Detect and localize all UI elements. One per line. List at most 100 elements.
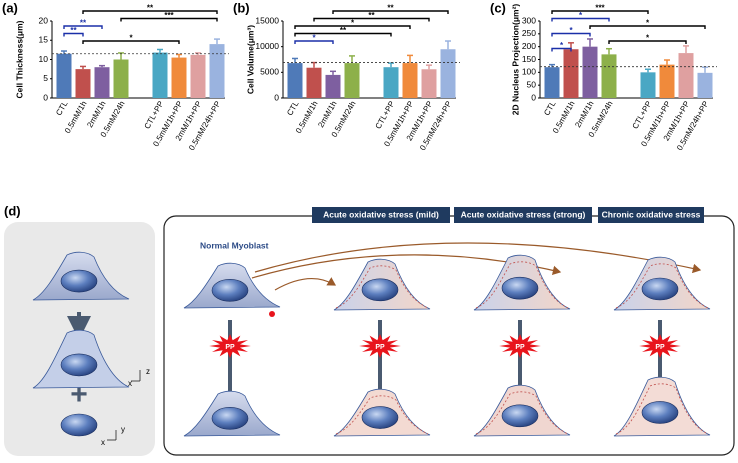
y-axis-title: 2D Nucleus Projection(μm²)	[510, 4, 520, 116]
significance-label: *	[560, 41, 564, 50]
bar	[94, 67, 110, 98]
header-box	[454, 207, 592, 223]
bar	[383, 67, 399, 98]
bar	[325, 74, 341, 98]
bar	[190, 54, 206, 98]
y-tick-label: 50	[527, 79, 537, 89]
significance-bracket	[551, 47, 572, 52]
significance-bracket	[294, 40, 334, 44]
axis-label: x	[101, 438, 105, 447]
nucleus	[60, 269, 98, 293]
bar	[678, 53, 694, 98]
cell-outline	[475, 391, 569, 435]
y-axis-title: Cell Thickness(μm)	[14, 20, 24, 98]
nucleus	[361, 406, 399, 429]
axis-icon	[107, 370, 141, 441]
y-tick-label: 0	[274, 92, 279, 102]
bar	[171, 57, 187, 98]
significance-label: **	[340, 26, 347, 35]
significance-bracket	[551, 17, 610, 22]
significance-label: **	[70, 26, 77, 35]
ros-spot	[269, 311, 275, 317]
bar	[344, 63, 360, 98]
significance-label: ***	[164, 11, 174, 20]
y-tick-label: 0	[43, 92, 48, 102]
arrow	[254, 242, 702, 274]
significance-label: *	[129, 34, 133, 43]
header-box	[598, 207, 704, 223]
diagram: (d) Acute oxidative stress (mild) Acute …	[4, 203, 735, 456]
bar	[287, 63, 303, 98]
cell-outline	[615, 383, 709, 435]
nucleus	[501, 276, 539, 300]
bar	[152, 52, 168, 98]
nucleus	[641, 277, 679, 301]
x-tick-label: CTL	[542, 99, 558, 117]
arrow	[274, 277, 337, 291]
significance-label: *	[569, 26, 573, 35]
bar	[563, 49, 579, 98]
bar	[113, 59, 129, 98]
panel-label: (a)	[2, 0, 18, 15]
cell-outline	[335, 395, 429, 435]
pp-label: PP	[225, 344, 235, 351]
nucleus	[211, 279, 249, 302]
nucleus	[60, 413, 98, 437]
bar	[544, 67, 560, 98]
significance-label: *	[646, 34, 650, 43]
nucleus	[211, 407, 249, 430]
y-tick-label: 20	[39, 15, 49, 25]
significance-label: **	[387, 4, 394, 13]
y-tick-label: 15	[39, 35, 49, 45]
significance-bracket	[589, 25, 706, 29]
x-tick-label: CTL	[285, 99, 301, 117]
cell-outline	[475, 261, 569, 309]
bar	[209, 44, 225, 98]
significance-bracket	[294, 32, 392, 37]
bar	[402, 63, 418, 98]
significance-bracket	[608, 40, 687, 44]
significance-bracket	[82, 40, 180, 44]
significance-bracket	[294, 25, 411, 29]
pp-label: PP	[515, 344, 525, 351]
bar	[640, 72, 656, 98]
nucleus	[361, 278, 399, 302]
y-tick-label: 5	[43, 73, 48, 83]
bar	[697, 72, 713, 98]
bar	[56, 53, 72, 98]
significance-label: **	[80, 19, 87, 28]
significance-label: **	[147, 4, 154, 13]
header-box	[312, 207, 450, 223]
y-tick-label: 150	[522, 54, 536, 64]
cell-label: Normal Myoblast	[200, 240, 269, 250]
axis-label: z	[146, 367, 150, 376]
nucleus	[60, 353, 98, 377]
pp-burst	[209, 334, 251, 358]
y-tick-label: 250	[522, 28, 536, 38]
header: Acute oxidative stress (strong)	[461, 209, 586, 219]
bar	[75, 69, 91, 98]
panel-label: (b)	[233, 0, 250, 15]
y-tick-label: 5000	[260, 67, 279, 77]
y-tick-label: 200	[522, 41, 536, 51]
significance-bracket	[120, 17, 218, 22]
pp-burst	[359, 334, 401, 358]
significance-label: *	[351, 19, 355, 28]
axis-label: y	[121, 425, 125, 434]
cell-outline	[615, 263, 709, 309]
y-tick-label: 10	[39, 54, 49, 64]
bar	[582, 46, 598, 98]
bar	[421, 69, 437, 98]
cell-outline	[335, 265, 429, 309]
y-tick-label: 300	[522, 15, 536, 25]
y-tick-label: 10000	[255, 41, 279, 51]
y-tick-label: 15000	[255, 15, 279, 25]
y-tick-label: 100	[522, 67, 536, 77]
significance-label: *	[312, 34, 316, 43]
header: Acute oxidative stress (mild)	[323, 209, 439, 219]
header: Chronic oxidative stress	[602, 209, 701, 219]
nucleus	[641, 401, 679, 424]
bar	[601, 54, 617, 98]
significance-label: ***	[595, 4, 605, 13]
